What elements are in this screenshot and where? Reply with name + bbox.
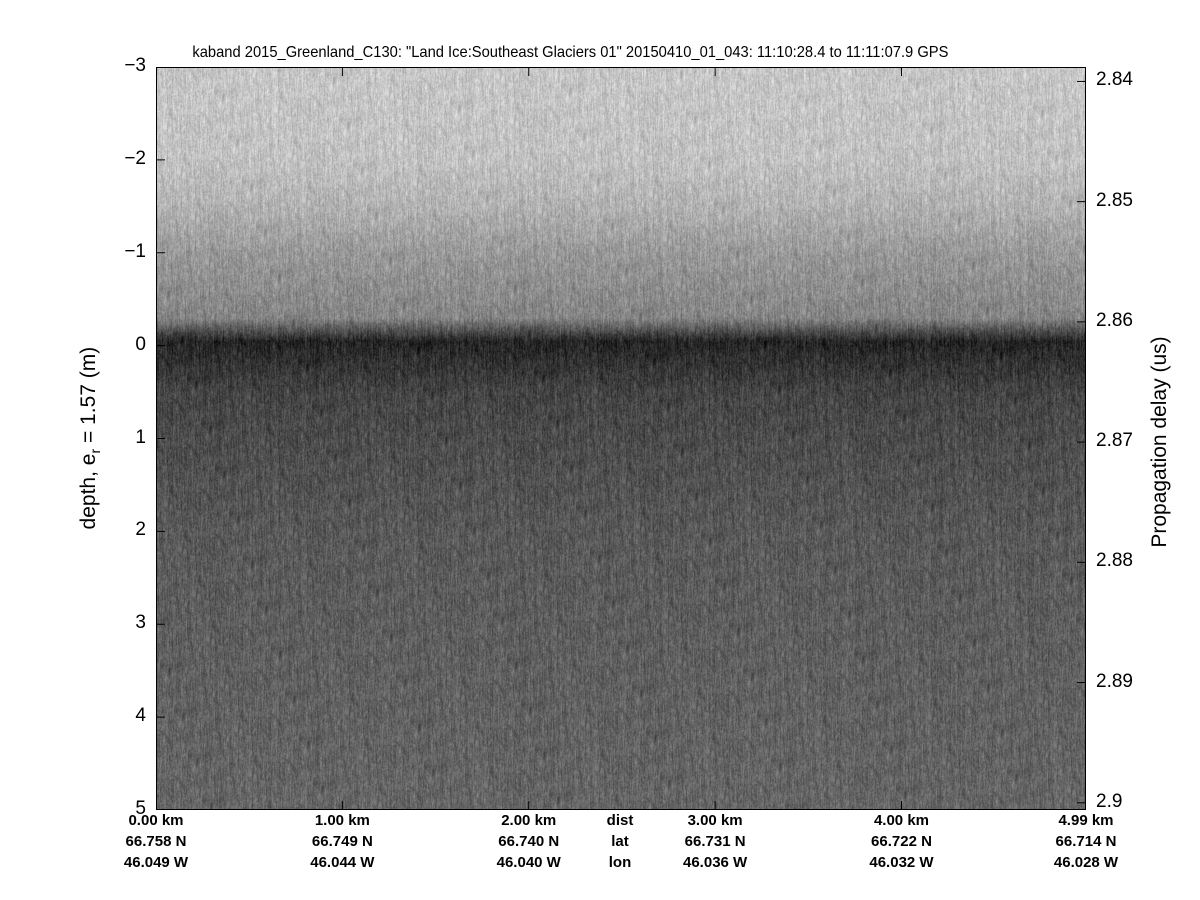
left-y-tick-label: −2: [124, 147, 146, 169]
right-y-axis-label: Propagation delay (us): [1148, 336, 1171, 548]
x-tick-label-lon: 46.036 W: [683, 854, 748, 871]
left-y-tick-label: −1: [124, 240, 146, 262]
x-tick-label-lon: 46.028 W: [1053, 854, 1119, 871]
right-y-tick-label: 2.87: [1096, 430, 1133, 452]
radar-echogram-image: [156, 67, 1086, 810]
x-tick-label-lat: 66.714 N: [1055, 833, 1117, 850]
right-y-tick-label: 2.85: [1096, 189, 1133, 211]
x-tick-label-lat: 66.731 N: [684, 833, 746, 850]
x-tick-label-lat: 66.722 N: [871, 833, 932, 850]
x-tick-label-lon: 46.032 W: [869, 854, 934, 871]
left-y-tick-label: 0: [135, 333, 146, 355]
left-y-tick-label: −3: [124, 55, 146, 76]
x-tick-label-lon: 46.040 W: [496, 854, 561, 871]
x-tick-label-lat: 66.758 N: [125, 833, 187, 850]
left-y-tick-label: 1: [135, 426, 146, 448]
x-tick-label-lat: 66.740 N: [498, 833, 560, 850]
x-tick-label-dist: 4.00 km: [873, 812, 929, 829]
x-tick-label-dist: 0.00 km: [128, 812, 184, 829]
left-y-tick-label: 2: [135, 519, 146, 541]
right-y-tick-label: 2.9: [1096, 790, 1123, 812]
left-y-tick-label: 5: [135, 798, 146, 819]
x-tick-label-lon: 46.044 W: [310, 854, 375, 871]
plot-area: [156, 67, 1086, 810]
left-y-tick-label: 3: [135, 612, 146, 634]
left-y-tick-label: 4: [135, 705, 146, 727]
x-row-name-dist: dist: [606, 812, 634, 829]
x-tick-label-dist: 3.00 km: [687, 812, 743, 829]
right-y-tick-label: 2.89: [1096, 670, 1133, 692]
right-y-tick-label: 2.88: [1096, 550, 1133, 572]
right-y-tick-label: 2.84: [1096, 69, 1133, 91]
x-row-name-lon: lon: [608, 854, 632, 871]
x-row-name-lat: lat: [611, 833, 629, 850]
x-tick-label-dist: 1.00 km: [314, 812, 370, 829]
x-tick-label-lat: 66.749 N: [311, 833, 373, 850]
right-y-tick-label: 2.86: [1096, 309, 1133, 331]
x-tick-label-dist: 2.00 km: [501, 812, 557, 829]
chart-title: kaband 2015_Greenland_C130: "Land Ice:So…: [192, 44, 949, 61]
axes-frame: [156, 67, 1086, 810]
left-y-label-sub: r: [87, 448, 104, 454]
x-tick-label-lon: 46.049 W: [123, 854, 189, 871]
left-y-label-text: depth, e: [76, 453, 100, 530]
axes-box: [156, 67, 1086, 810]
x-tick-label-dist: 4.99 km: [1058, 812, 1114, 829]
